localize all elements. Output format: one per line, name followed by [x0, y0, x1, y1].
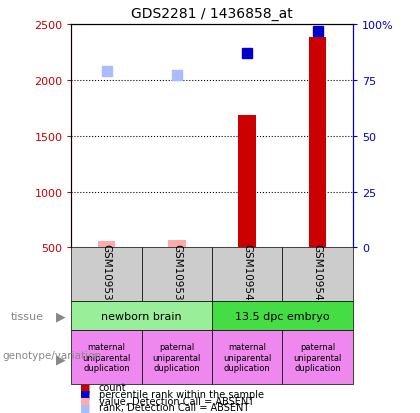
- Text: GSM109547: GSM109547: [242, 243, 252, 306]
- Text: maternal
uniparental
duplication: maternal uniparental duplication: [223, 342, 271, 372]
- Bar: [239, 116, 256, 248]
- Bar: [212, 248, 282, 301]
- Bar: [142, 248, 212, 301]
- Text: value, Detection Call = ABSENT: value, Detection Call = ABSENT: [99, 396, 254, 406]
- Text: count: count: [99, 382, 126, 392]
- Bar: [212, 301, 353, 330]
- Text: genotype/variation: genotype/variation: [2, 350, 101, 360]
- Bar: [309, 38, 326, 248]
- Text: ■: ■: [80, 382, 90, 392]
- Bar: [98, 241, 116, 248]
- Bar: [282, 330, 353, 384]
- Text: GSM109532: GSM109532: [172, 243, 182, 306]
- Text: paternal
uniparental
duplication: paternal uniparental duplication: [294, 342, 342, 372]
- Text: ▶: ▶: [56, 309, 66, 323]
- Bar: [71, 301, 212, 330]
- Text: GSM109548: GSM109548: [312, 243, 323, 306]
- Text: ■: ■: [80, 396, 90, 406]
- Bar: [282, 248, 353, 301]
- Text: rank, Detection Call = ABSENT: rank, Detection Call = ABSENT: [99, 402, 249, 412]
- Text: ▶: ▶: [56, 353, 66, 366]
- Title: GDS2281 / 1436858_at: GDS2281 / 1436858_at: [131, 7, 293, 21]
- Text: ■: ■: [80, 389, 90, 399]
- Text: ■: ■: [80, 402, 90, 412]
- Text: 13.5 dpc embryo: 13.5 dpc embryo: [235, 311, 330, 321]
- Text: maternal
uniparental
duplication: maternal uniparental duplication: [82, 342, 131, 372]
- Text: percentile rank within the sample: percentile rank within the sample: [99, 389, 264, 399]
- Bar: [71, 330, 142, 384]
- Bar: [142, 330, 212, 384]
- Bar: [168, 240, 186, 248]
- Text: newborn brain: newborn brain: [102, 311, 182, 321]
- Bar: [212, 330, 282, 384]
- Text: tissue: tissue: [10, 311, 44, 321]
- Bar: [71, 248, 142, 301]
- Text: paternal
uniparental
duplication: paternal uniparental duplication: [153, 342, 201, 372]
- Text: GSM109531: GSM109531: [102, 243, 112, 306]
